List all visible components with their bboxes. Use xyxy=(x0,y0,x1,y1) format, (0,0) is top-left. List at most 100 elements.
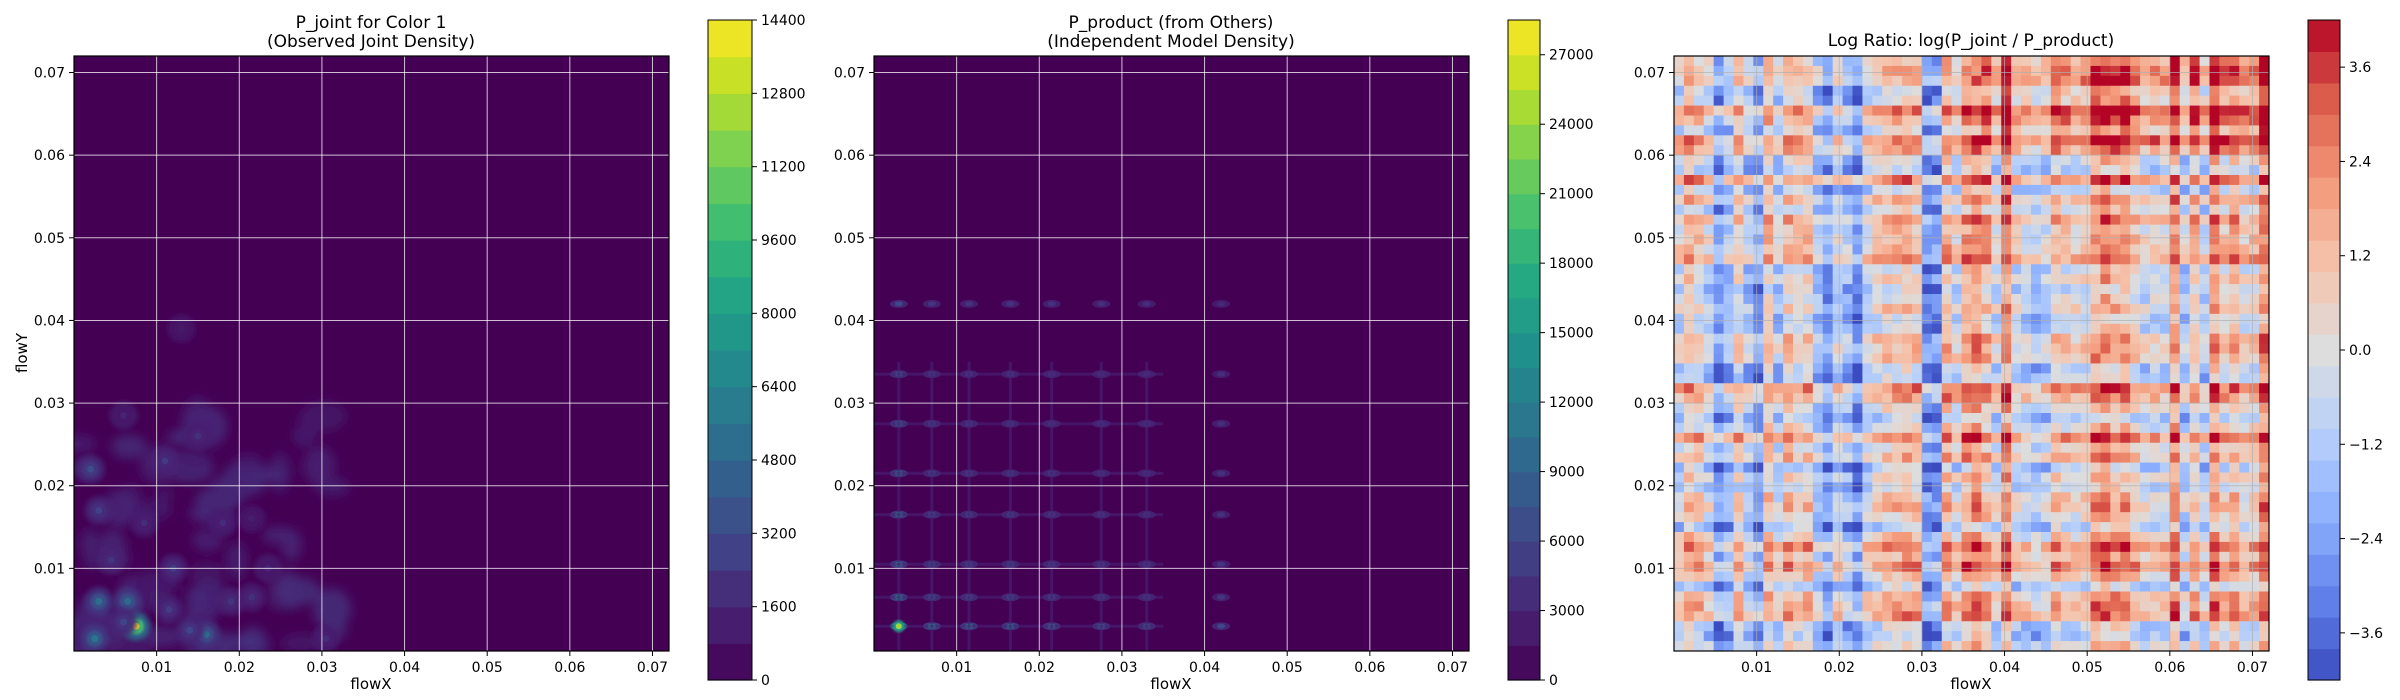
colorbar-level xyxy=(2308,554,2340,587)
colorbar-tick-label: 11200 xyxy=(761,160,806,176)
colorbar-level xyxy=(2308,397,2340,430)
colorbar-level xyxy=(1508,228,1540,264)
colorbar-level xyxy=(708,496,752,534)
x-tick-label: 0.06 xyxy=(1354,660,1385,676)
colorbar-level xyxy=(1508,541,1540,577)
colorbar-level xyxy=(2308,240,2340,273)
colorbar-level xyxy=(708,20,752,58)
x-tick-label: 0.02 xyxy=(1024,660,1055,676)
colorbar-level xyxy=(2308,271,2340,304)
colorbar-tick-label: −3.6 xyxy=(2349,626,2383,642)
product-density-frame xyxy=(873,55,1470,652)
colorbar-level xyxy=(2308,585,2340,618)
density-hotspot xyxy=(237,504,266,533)
product-density-peak xyxy=(895,623,902,630)
colorbar-level xyxy=(708,460,752,498)
product-density-x-ticks: 0.01 0.02 0.03 0.04 0.05 0.06 0.07 xyxy=(941,651,1468,676)
colorbar-frame xyxy=(1507,19,1541,681)
colorbar-level xyxy=(708,533,752,571)
log-ratio-colorbar: 3.6 2.4 1.2 0.0 −1.2 −2.4 −3.6 xyxy=(2307,19,2383,681)
colorbar-level xyxy=(1508,506,1540,542)
x-tick-label: 0.06 xyxy=(2154,660,2185,676)
colorbar-level xyxy=(2308,20,2340,53)
product-density-spot xyxy=(889,299,908,308)
colorbar-tick-label: 27000 xyxy=(1549,48,1594,64)
colorbar-level xyxy=(1508,367,1540,403)
x-tick-label: 0.03 xyxy=(1906,660,1937,676)
density-hotspot xyxy=(155,595,184,624)
colorbar-tick-label: 6000 xyxy=(1549,534,1585,550)
log-ratio-title: Log Ratio: log(P_joint / P_product) xyxy=(1828,31,2114,51)
colorbar-level xyxy=(2308,522,2340,555)
product-density-colorbar: 0 3000 6000 9000 12000 15000 18000 21000 24000 27… xyxy=(1507,19,1594,689)
colorbar-tick-label: 12000 xyxy=(1549,395,1594,411)
y-tick-label: 0.02 xyxy=(834,479,865,495)
colorbar-level xyxy=(2308,428,2340,461)
y-tick-label: 0.07 xyxy=(834,66,865,82)
colorbar-level xyxy=(708,130,752,168)
x-tick-label: 0.01 xyxy=(141,660,172,676)
density-hotspot xyxy=(80,624,109,651)
colorbar-level xyxy=(2308,208,2340,241)
colorbar-tick-label: 1600 xyxy=(761,600,797,616)
colorbar-level xyxy=(1508,124,1540,160)
y-tick-label: 0.06 xyxy=(34,148,65,164)
colorbar-tick-label: 12800 xyxy=(761,86,806,102)
colorbar-tick-label: −2.4 xyxy=(2349,532,2383,548)
colorbar-tick-label: 1.2 xyxy=(2349,249,2371,265)
x-tick-label: 0.06 xyxy=(554,660,585,676)
colorbar-level xyxy=(2308,114,2340,147)
colorbar-tick-label: 0.0 xyxy=(2349,343,2371,359)
product-density-x-label: flowX xyxy=(1150,675,1191,693)
y-tick-label: 0.07 xyxy=(1634,66,1665,82)
colorbar-tick-label: 2.4 xyxy=(2349,154,2371,170)
product-density-grid xyxy=(874,56,1469,651)
colorbar-level xyxy=(1508,263,1540,299)
y-tick-label: 0.01 xyxy=(834,561,865,577)
joint-density-colorbar: 0 1600 3200 4800 6400 8000 9600 11200 12800 14400 xyxy=(707,13,806,689)
colorbar-tick-label: 0 xyxy=(761,673,770,689)
y-tick-label: 0.04 xyxy=(34,313,65,329)
density-hotspot xyxy=(109,608,138,637)
density-hotspot xyxy=(312,624,341,651)
x-tick-label: 0.02 xyxy=(1824,660,1855,676)
colorbar-frame xyxy=(707,19,753,681)
x-tick-label: 0.01 xyxy=(941,660,972,676)
product-density-spot xyxy=(960,299,979,308)
colorbar-level xyxy=(2308,617,2340,650)
log-ratio-grid xyxy=(1674,56,2269,651)
x-tick-label: 0.03 xyxy=(1106,660,1137,676)
x-tick-label: 0.07 xyxy=(637,660,668,676)
colorbar-level xyxy=(1508,193,1540,230)
colorbar-level xyxy=(2308,302,2340,335)
colorbar-level xyxy=(1508,436,1540,473)
product-density-spot xyxy=(1042,299,1061,308)
log-ratio-field xyxy=(1674,56,2269,651)
x-tick-label: 0.02 xyxy=(224,660,255,676)
colorbar-tick-label: 8000 xyxy=(761,306,797,322)
product-density-spot xyxy=(1212,622,1231,631)
x-tick-label: 0.04 xyxy=(1989,660,2020,676)
colorbar-level xyxy=(708,166,752,204)
y-tick-label: 0.03 xyxy=(1634,396,1665,412)
density-hotspot xyxy=(84,587,113,616)
product-density-spot xyxy=(1001,299,1020,308)
log-ratio-x-label: flowX xyxy=(1950,675,1991,693)
colorbar-level xyxy=(1508,610,1540,646)
colorbar-level xyxy=(1508,332,1540,368)
colorbar-level xyxy=(2308,648,2340,681)
colorbar-level xyxy=(2308,82,2340,115)
x-tick-label: 0.05 xyxy=(2072,660,2103,676)
y-tick-label: 0.05 xyxy=(34,231,65,247)
colorbar-level xyxy=(708,570,752,608)
colorbar-tick-label: 4800 xyxy=(761,453,797,469)
y-tick-label: 0.02 xyxy=(34,479,65,495)
x-tick-label: 0.04 xyxy=(1189,660,1220,676)
colorbar-level xyxy=(708,56,752,94)
density-hotspot xyxy=(109,401,138,430)
colorbar-level xyxy=(708,386,752,424)
density-hotspot xyxy=(130,508,159,537)
log-ratio-panel: Log Ratio: log(P_joint / P_product) 0.0 1… xyxy=(1634,19,2383,693)
y-tick-label: 0.06 xyxy=(1634,148,1665,164)
colorbar-level xyxy=(708,93,752,131)
